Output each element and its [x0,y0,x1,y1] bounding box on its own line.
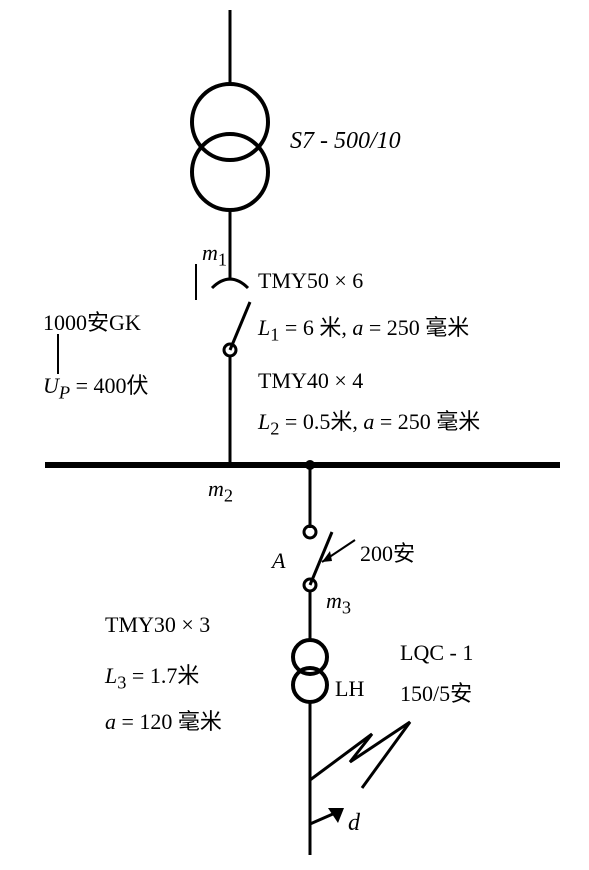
bus3-type-label: TMY30 × 3 [105,612,210,638]
transformer-label: S7 - 500/10 [290,128,401,155]
fault-lightning-icon [310,722,410,788]
gk-rating-label: 1000安GK [43,305,141,337]
gk-switch-blade-icon [230,302,250,350]
switch-a-label: A [272,548,285,574]
bus3-spacing-label: a = 120 毫米 [105,704,222,736]
transformer-circle-bottom-icon [192,134,268,210]
ct-type-label: LQC - 1 [400,640,473,666]
switch-a-rating-label: 200安 [360,536,415,568]
bus1-length-label: L1 = 6 米, a = 250 毫米 [258,310,469,345]
ct-label: LH [335,676,364,702]
node-m2-label: m2 [208,476,233,506]
gk-switch-jaw-icon [212,279,248,288]
bus3-length-label: L3 = 1.7米 [105,658,199,693]
transformer-circle-top-icon [192,84,268,160]
system-voltage-label: UP = 400伏 [43,368,149,403]
ct-ratio-label: 150/5安 [400,676,472,708]
bus2-type-label: TMY40 × 4 [258,368,363,394]
fault-point-label: d [348,810,360,837]
bus2-length-label: L2 = 0.5米, a = 250 毫米 [258,404,480,439]
node-m1-label: m1 [202,240,227,270]
node-m3-label: m3 [326,588,351,618]
bus1-type-label: TMY50 × 6 [258,268,363,294]
